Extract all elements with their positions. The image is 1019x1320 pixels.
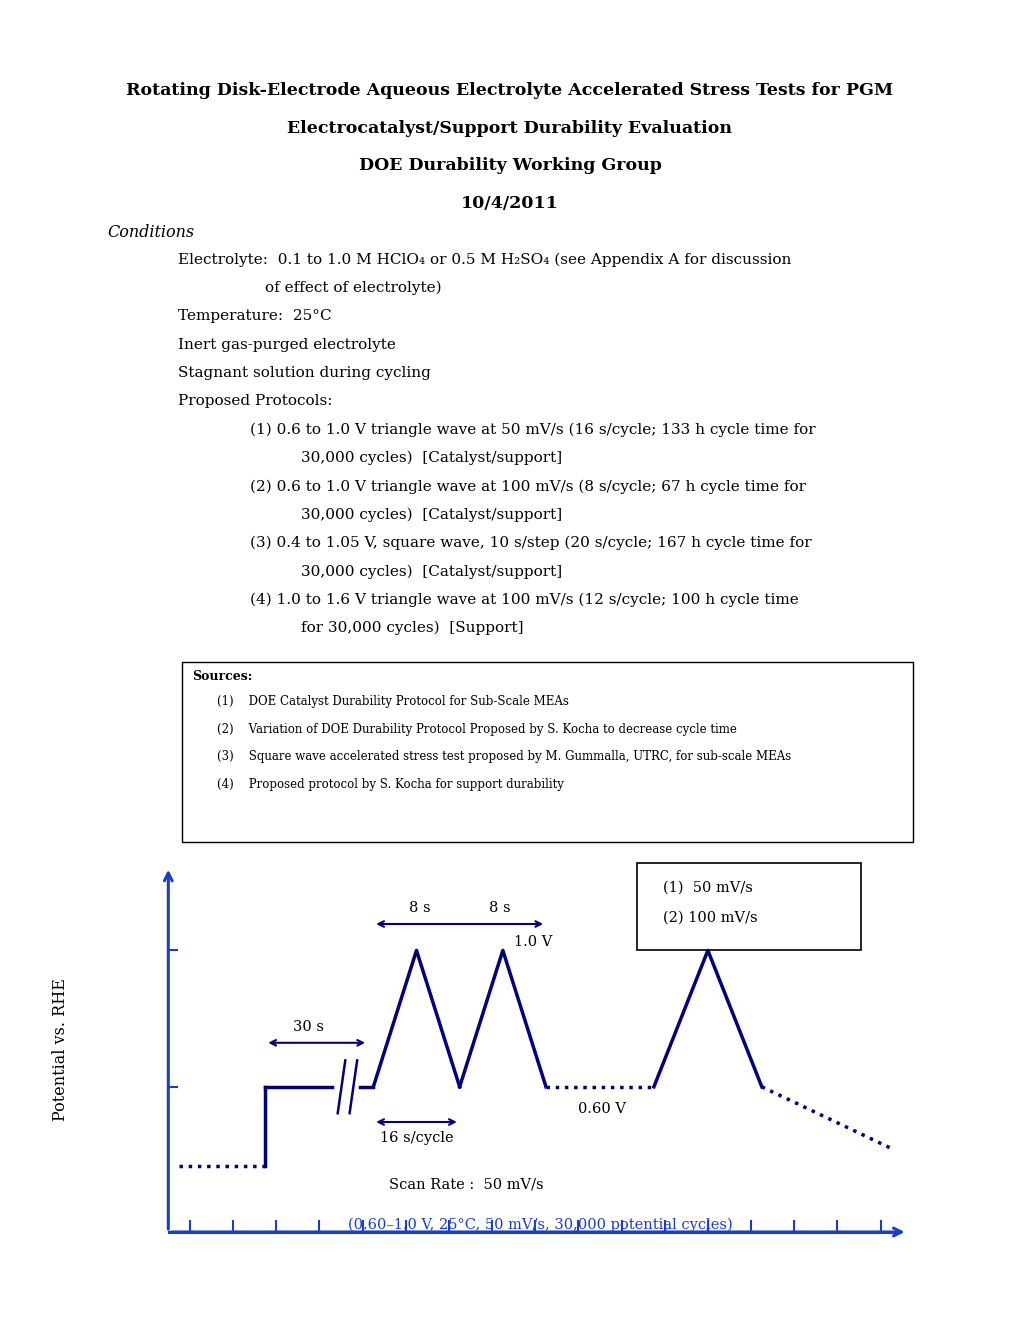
Text: Rotating Disk-Electrode Aqueous Electrolyte Accelerated Stress Tests for PGM: Rotating Disk-Electrode Aqueous Electrol…	[126, 82, 893, 99]
Text: 30,000 cycles)  [Catalyst/support]: 30,000 cycles) [Catalyst/support]	[301, 564, 561, 578]
Text: 1.0 V: 1.0 V	[514, 935, 551, 949]
Text: Temperature:  25°C: Temperature: 25°C	[178, 309, 332, 323]
Text: (1)    DOE Catalyst Durability Protocol for Sub-Scale MEAs: (1) DOE Catalyst Durability Protocol for…	[217, 696, 569, 709]
Text: (1) 0.6 to 1.0 V triangle wave at 50 mV/s (16 s/cycle; 133 h cycle time for: (1) 0.6 to 1.0 V triangle wave at 50 mV/…	[250, 422, 815, 437]
Text: Stagnant solution during cycling: Stagnant solution during cycling	[178, 366, 431, 380]
Text: Sources:: Sources:	[192, 671, 252, 682]
Text: (2) 0.6 to 1.0 V triangle wave at 100 mV/s (8 s/cycle; 67 h cycle time for: (2) 0.6 to 1.0 V triangle wave at 100 mV…	[250, 479, 805, 494]
Text: (4) 1.0 to 1.6 V triangle wave at 100 mV/s (12 s/cycle; 100 h cycle time: (4) 1.0 to 1.6 V triangle wave at 100 mV…	[250, 593, 798, 607]
Text: (2) 100 mV/s: (2) 100 mV/s	[662, 911, 757, 925]
Text: 30 s: 30 s	[292, 1020, 324, 1034]
Text: (2)    Variation of DOE Durability Protocol Proposed by S. Kocha to decrease cyc: (2) Variation of DOE Durability Protocol…	[217, 723, 737, 735]
Text: Conditions: Conditions	[107, 224, 194, 242]
Text: (4)    Proposed protocol by S. Kocha for support durability: (4) Proposed protocol by S. Kocha for su…	[217, 777, 564, 791]
Text: 10/4/2011: 10/4/2011	[461, 195, 558, 213]
Text: Scan Rate :  50 mV/s: Scan Rate : 50 mV/s	[388, 1177, 543, 1191]
Text: DOE Durability Working Group: DOE Durability Working Group	[359, 157, 660, 174]
Text: for 30,000 cycles)  [Support]: for 30,000 cycles) [Support]	[301, 620, 523, 635]
Text: of effect of electrolyte): of effect of electrolyte)	[265, 281, 441, 296]
Text: Potential vs. RHE: Potential vs. RHE	[52, 978, 68, 1121]
Text: Time: Time	[891, 1319, 933, 1320]
FancyBboxPatch shape	[181, 663, 912, 842]
Text: 8 s: 8 s	[488, 902, 510, 915]
Text: 8 s: 8 s	[409, 902, 430, 915]
Text: Proposed Protocols:: Proposed Protocols:	[178, 395, 332, 408]
Text: 0.60 V: 0.60 V	[578, 1102, 626, 1117]
Text: Electrolyte:  0.1 to 1.0 M HClO₄ or 0.5 M H₂SO₄ (see Appendix A for discussion: Electrolyte: 0.1 to 1.0 M HClO₄ or 0.5 M…	[178, 252, 791, 267]
Text: 30,000 cycles)  [Catalyst/support]: 30,000 cycles) [Catalyst/support]	[301, 451, 561, 466]
Text: Inert gas-purged electrolyte: Inert gas-purged electrolyte	[178, 338, 396, 351]
Text: (3) 0.4 to 1.05 V, square wave, 10 s/step (20 s/cycle; 167 h cycle time for: (3) 0.4 to 1.05 V, square wave, 10 s/ste…	[250, 536, 811, 550]
FancyBboxPatch shape	[637, 863, 860, 950]
Text: 30,000 cycles)  [Catalyst/support]: 30,000 cycles) [Catalyst/support]	[301, 508, 561, 521]
Text: (0.60–1.0 V, 25°C, 50 mV/s, 30,000 potential cycles): (0.60–1.0 V, 25°C, 50 mV/s, 30,000 poten…	[347, 1217, 733, 1232]
Text: 16 s/cycle: 16 s/cycle	[379, 1131, 452, 1144]
Text: (1)  50 mV/s: (1) 50 mV/s	[662, 882, 753, 895]
Text: (3)    Square wave accelerated stress test proposed by M. Gummalla, UTRC, for su: (3) Square wave accelerated stress test …	[217, 750, 791, 763]
Text: Electrocatalyst/Support Durability Evaluation: Electrocatalyst/Support Durability Evalu…	[287, 120, 732, 136]
